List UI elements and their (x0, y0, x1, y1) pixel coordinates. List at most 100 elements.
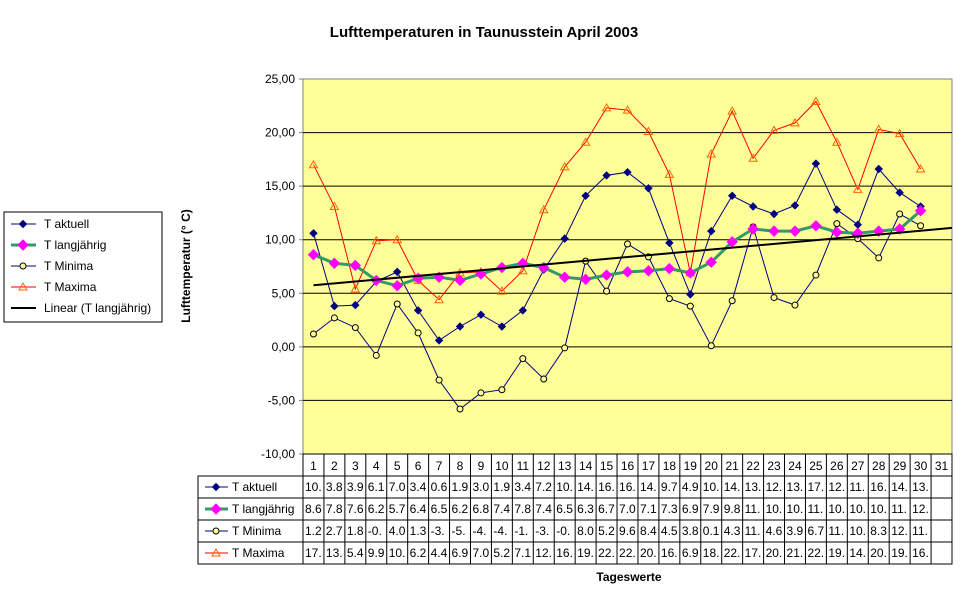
data-point (790, 201, 800, 210)
data-point (307, 249, 320, 261)
data-point (603, 287, 611, 295)
table-cell: 10. (828, 502, 845, 516)
data-point (477, 389, 485, 397)
table-cell: 7.8 (514, 502, 531, 516)
y-tick-label: 20,00 (265, 126, 295, 140)
data-point (665, 295, 673, 303)
table-cell: 14. (849, 546, 866, 560)
data-point (497, 322, 507, 331)
table-cell: 10. (305, 480, 322, 494)
table-cell: 10. (703, 480, 720, 494)
data-point (831, 137, 842, 146)
legend-entry: T langjährig (44, 238, 106, 252)
table-cell: 6.4 (410, 502, 427, 516)
table-cell: 11. (891, 502, 907, 516)
table-cell: 6.9 (682, 502, 699, 516)
data-point (558, 271, 571, 283)
table-cell: 7.0 (619, 502, 636, 516)
table-cell: 7.3 (661, 502, 678, 516)
table-cell: 6.7 (598, 502, 615, 516)
table-cell: 8.4 (640, 524, 657, 538)
x-tick-label: 23 (767, 459, 781, 473)
table-cell: 17. (305, 546, 322, 560)
table-cell: 5.4 (347, 546, 364, 560)
table-cell: 10. (849, 502, 866, 516)
data-point (328, 257, 341, 269)
data-point (517, 265, 528, 275)
table-cell: 6.2 (452, 502, 469, 516)
x-tick-label: 7 (436, 459, 443, 473)
data-point (832, 205, 842, 214)
table-cell: 6.3 (577, 502, 594, 516)
data-point (896, 210, 904, 218)
table-cell: 11. (745, 502, 761, 516)
data-point (414, 329, 422, 337)
table-cell: 0.1 (703, 524, 720, 538)
data-point (309, 330, 317, 338)
data-point (707, 226, 716, 236)
data-point (789, 225, 801, 237)
data-point (706, 148, 717, 158)
table-cell: 14. (640, 480, 657, 494)
table-cell: -4. (472, 524, 486, 538)
data-point (663, 262, 676, 275)
table-cell: 7.1 (514, 546, 531, 560)
x-tick-label: 2 (331, 459, 338, 473)
table-cell: 4.4 (431, 546, 448, 560)
table-cell: 8.6 (305, 502, 322, 516)
data-point (393, 300, 401, 308)
table-cell: 13. (745, 480, 762, 494)
table-cell: 14. (577, 480, 594, 494)
x-axis-label: Tageswerte (596, 570, 661, 584)
data-point (349, 259, 362, 272)
table-cell: 14. (724, 480, 741, 494)
table-cell: -0. (556, 524, 570, 538)
table-cell: 7.0 (472, 546, 489, 560)
data-point (309, 229, 318, 238)
data-point (665, 238, 674, 248)
table-cell: 10. (556, 480, 573, 494)
data-point (372, 351, 380, 359)
table-cell: 22. (619, 546, 636, 560)
table-cell: 4.0 (389, 524, 406, 538)
table-row-label: T aktuell (232, 480, 277, 494)
data-point (19, 262, 27, 270)
data-point (684, 267, 697, 279)
table-cell: 9.8 (724, 502, 741, 516)
data-point (644, 184, 653, 193)
series-line (313, 100, 922, 301)
data-point (211, 482, 221, 492)
data-point (873, 124, 884, 133)
table-cell: 14. (891, 480, 908, 494)
table-cell: 5.7 (389, 502, 406, 516)
x-tick-label: 14 (579, 459, 593, 473)
data-point (18, 281, 28, 291)
data-point (623, 168, 632, 177)
data-point (600, 269, 613, 281)
data-point (768, 225, 780, 237)
data-point (917, 222, 925, 230)
table-cell: 20. (766, 546, 783, 560)
x-tick-label: 20 (705, 459, 719, 473)
table-cell: 1.2 (305, 524, 322, 538)
data-point (791, 301, 799, 309)
data-point (622, 105, 633, 114)
table-cell: 7.8 (326, 502, 343, 516)
table-cell: 6.1 (368, 480, 385, 494)
table-cell: 4.5 (661, 524, 678, 538)
x-tick-label: 11 (517, 459, 530, 473)
data-point (727, 106, 738, 115)
table-cell: 11. (912, 524, 928, 538)
table-cell: 7.1 (640, 502, 657, 516)
table-cell: 10. (389, 546, 406, 560)
data-point (581, 191, 590, 200)
data-point (351, 300, 360, 310)
data-point (329, 201, 340, 210)
data-point (579, 273, 592, 286)
x-tick-label: 8 (457, 459, 464, 473)
legend-entry: T Maxima (44, 280, 97, 294)
data-point (707, 342, 715, 350)
data-point (914, 205, 927, 217)
x-tick-label: 15 (600, 459, 614, 473)
data-point (454, 274, 466, 287)
